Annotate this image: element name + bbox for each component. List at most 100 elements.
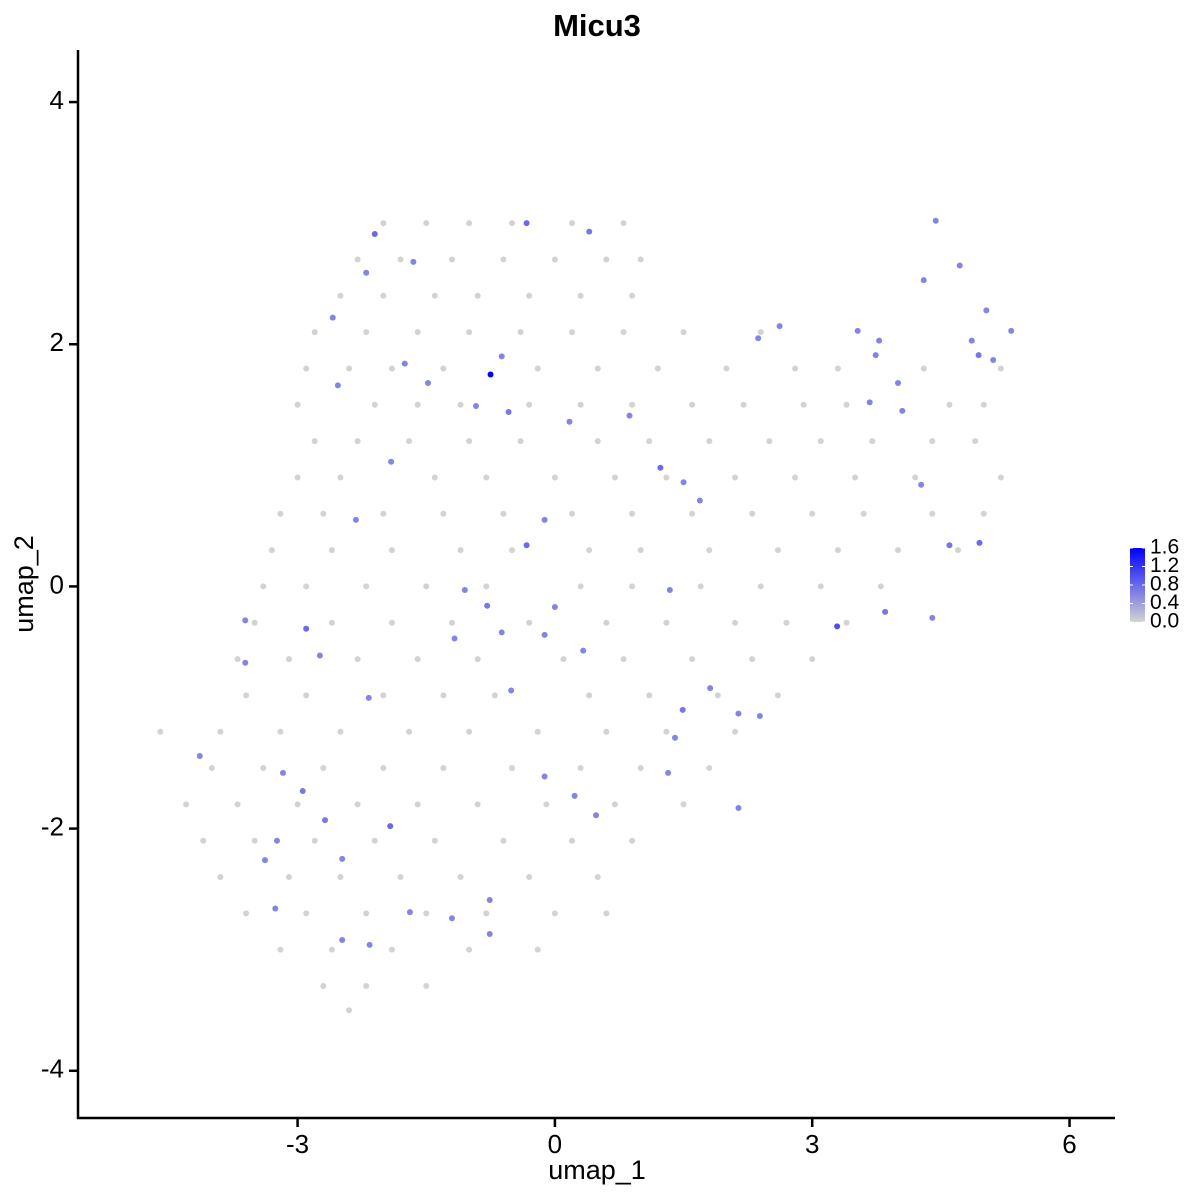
point [551, 604, 558, 611]
point [406, 909, 413, 916]
point [303, 365, 310, 372]
point [431, 837, 438, 844]
point [466, 329, 473, 336]
point [410, 258, 417, 265]
point [593, 812, 600, 819]
point [380, 220, 387, 227]
point [517, 329, 524, 336]
point [723, 365, 730, 372]
point [261, 857, 268, 864]
point [466, 438, 473, 445]
point [594, 874, 601, 881]
point [594, 365, 601, 372]
point [440, 692, 447, 699]
point [877, 583, 884, 590]
point [401, 360, 408, 367]
point [277, 510, 284, 517]
point [440, 765, 447, 772]
y-tick-label: 4 [50, 85, 64, 115]
point [629, 292, 636, 299]
point [932, 217, 939, 224]
point [577, 765, 584, 772]
point [414, 801, 421, 808]
point [474, 801, 481, 808]
point [680, 801, 687, 808]
point [474, 292, 481, 299]
point [260, 583, 267, 590]
point [580, 647, 587, 654]
point [457, 547, 464, 554]
point [311, 438, 318, 445]
point [755, 335, 762, 342]
point [817, 583, 824, 590]
point [328, 946, 335, 953]
point [352, 516, 359, 523]
point [320, 983, 327, 990]
point [976, 539, 983, 546]
point [665, 769, 672, 776]
point [371, 837, 378, 844]
point [680, 479, 687, 486]
point [876, 337, 883, 344]
point [337, 474, 344, 481]
point [817, 438, 824, 445]
point [366, 941, 373, 948]
colorbar-tick-label: 1.6 [1150, 536, 1179, 559]
point [756, 712, 763, 719]
point [388, 365, 395, 372]
point [706, 547, 713, 554]
point [483, 583, 490, 590]
point [316, 652, 323, 659]
point [414, 656, 421, 663]
point [339, 937, 346, 943]
point [157, 728, 164, 735]
point [594, 438, 601, 445]
point [551, 256, 558, 263]
point [500, 256, 507, 263]
point [273, 837, 280, 844]
point [311, 837, 318, 844]
y-tick-label: -4 [41, 1054, 64, 1084]
point [860, 510, 867, 517]
point [571, 792, 578, 799]
point [457, 874, 464, 881]
point [272, 905, 279, 912]
point [448, 256, 455, 263]
point [707, 685, 714, 692]
point [696, 497, 703, 504]
point [637, 256, 644, 263]
point [286, 874, 293, 881]
point [337, 874, 344, 881]
point [414, 329, 421, 336]
point [451, 635, 458, 642]
point [629, 837, 636, 844]
point [663, 474, 670, 481]
point [980, 401, 987, 408]
point [320, 510, 327, 517]
point [414, 401, 421, 408]
point [946, 542, 953, 549]
point [363, 910, 370, 917]
x-tick-label: 0 [548, 1129, 562, 1159]
point [534, 728, 541, 735]
point [337, 728, 344, 735]
point [339, 855, 346, 862]
point [363, 583, 370, 590]
point [975, 352, 982, 359]
point [735, 805, 742, 812]
colorbar-tick-label: 0.4 [1150, 591, 1180, 614]
point [603, 910, 610, 917]
point [388, 547, 395, 554]
point [234, 801, 241, 808]
point [466, 946, 473, 953]
x-tick-label: 6 [1062, 1129, 1076, 1159]
point [448, 915, 455, 922]
point [483, 910, 490, 917]
point [629, 583, 636, 590]
y-tick-label: -2 [41, 811, 64, 841]
point [929, 438, 936, 445]
point [388, 946, 395, 953]
point [498, 353, 505, 360]
point [354, 801, 361, 808]
point [406, 438, 413, 445]
